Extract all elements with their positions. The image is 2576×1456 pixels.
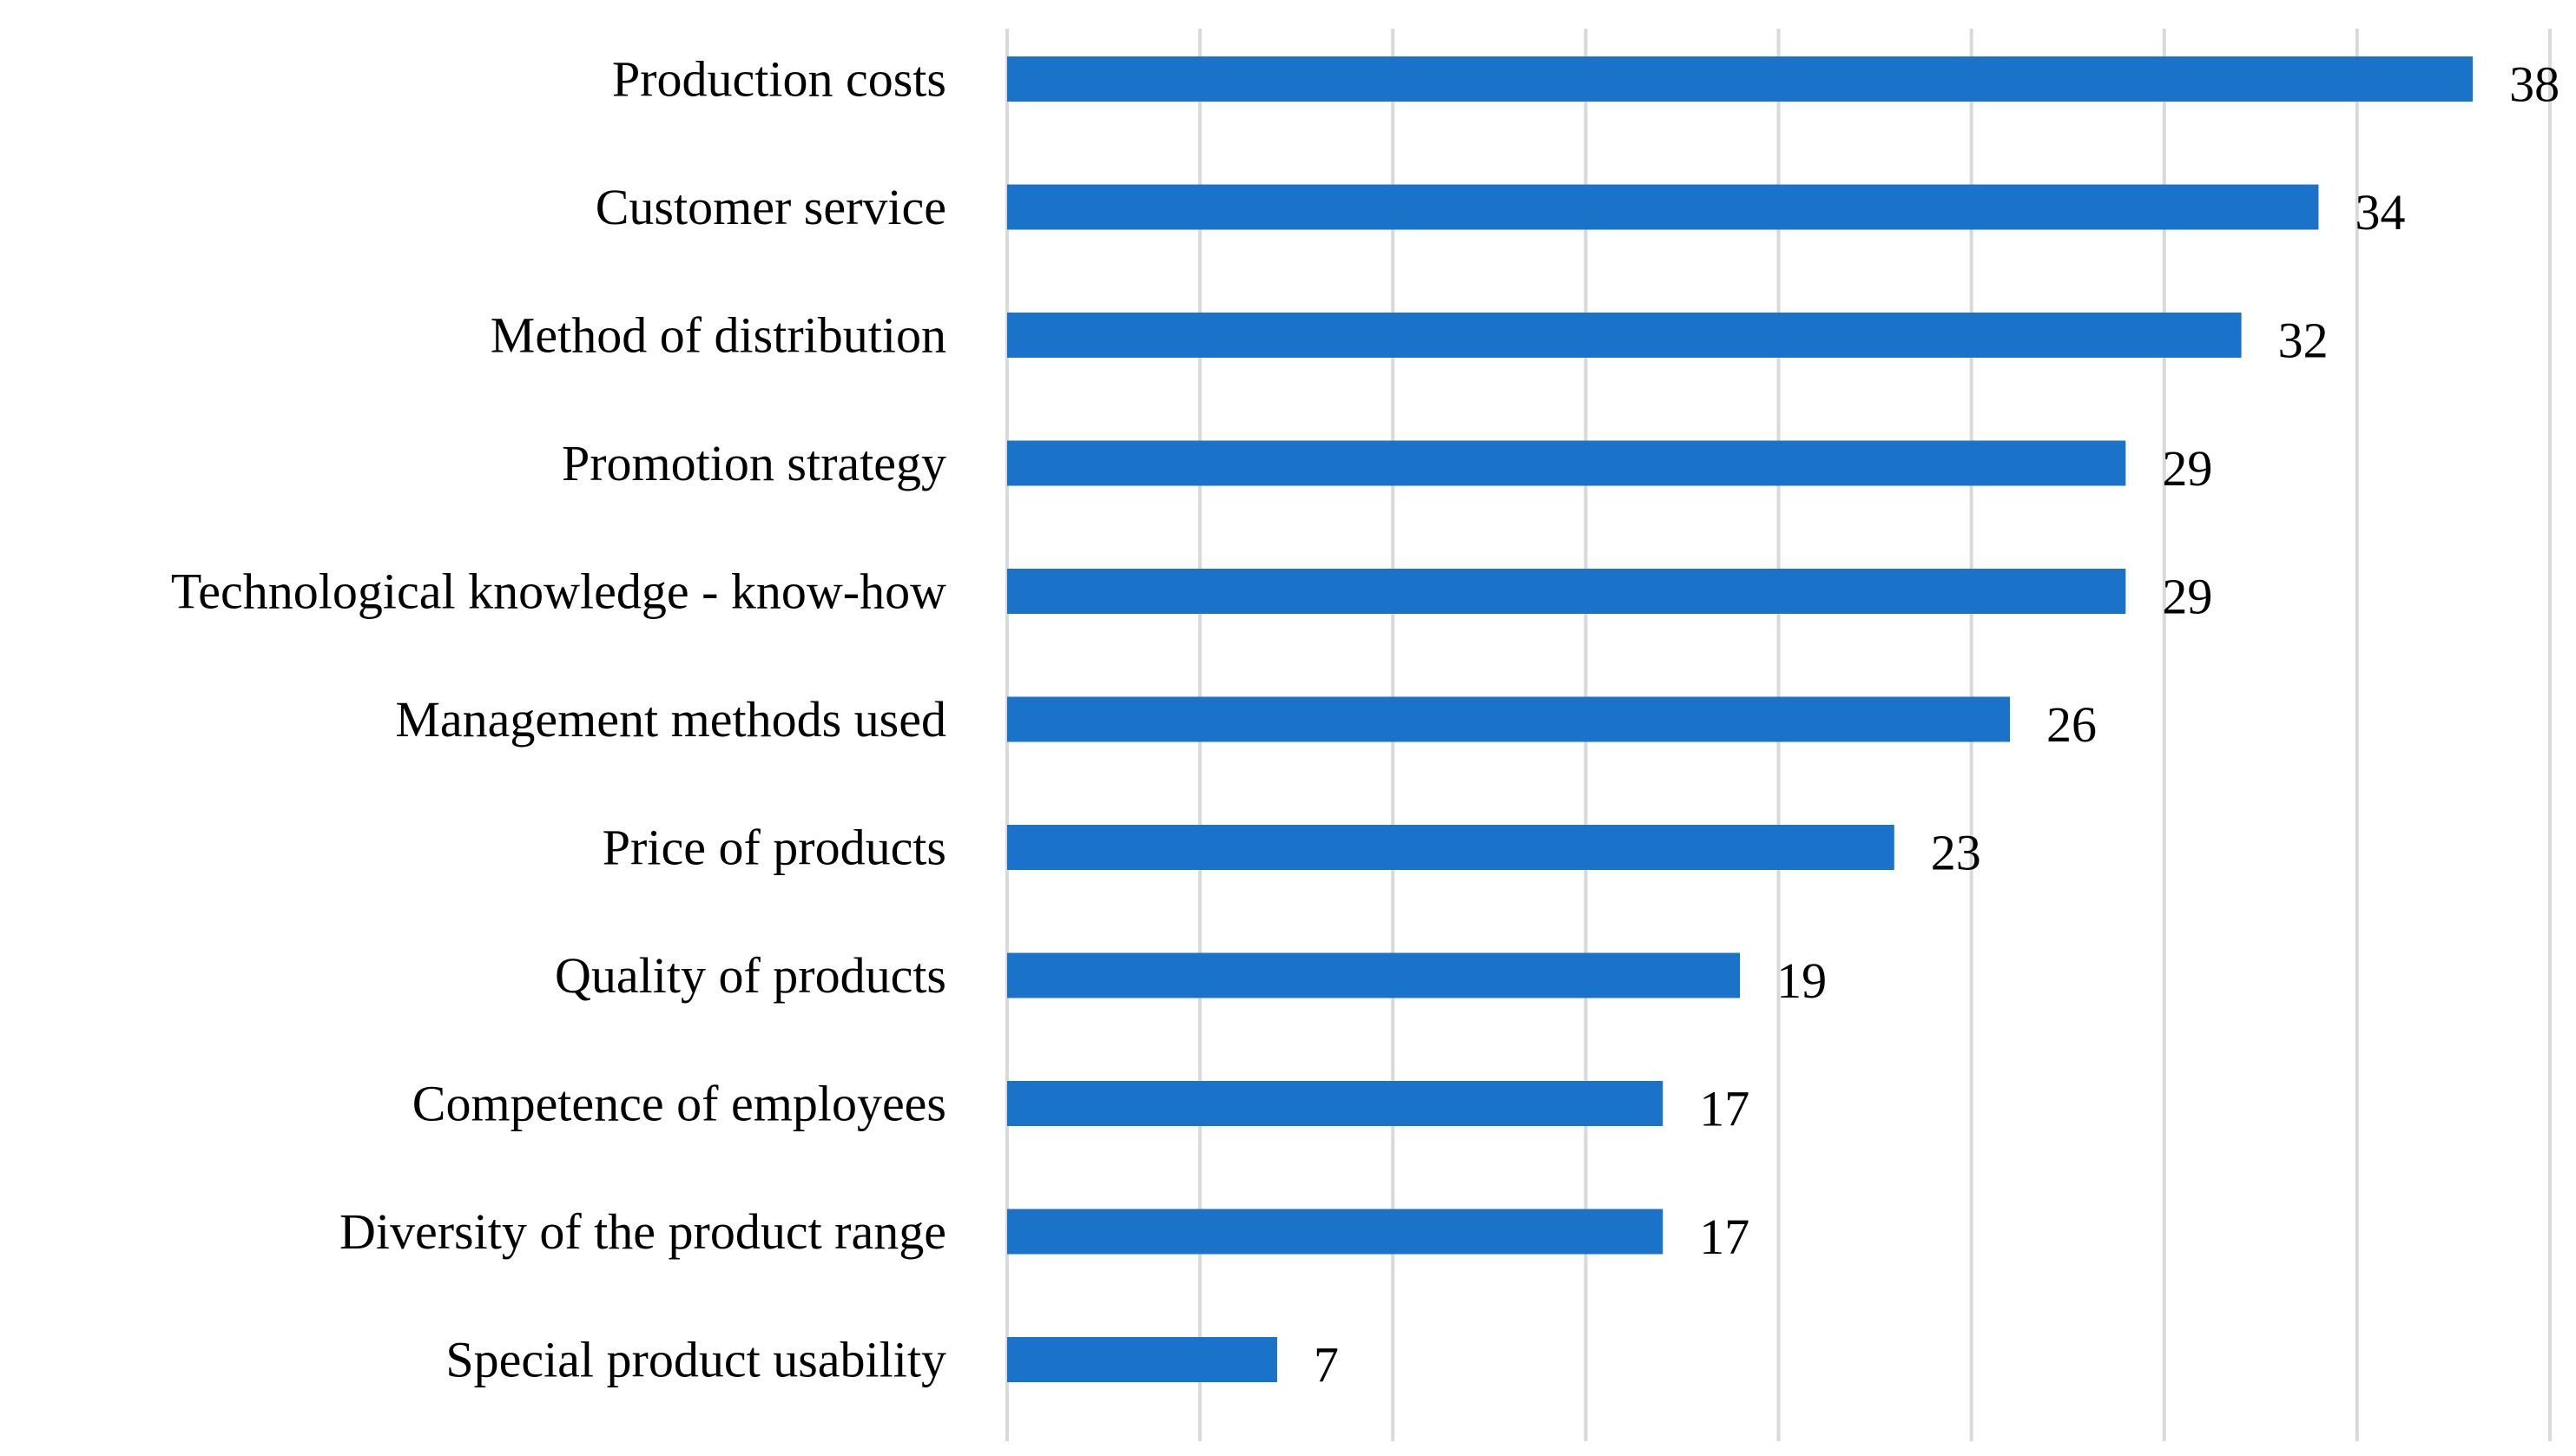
category-label-management-methods-used: Management methods used	[395, 691, 946, 748]
category-label-quality-of-products: Quality of products	[555, 947, 946, 1004]
bar-diversity-of-the-product-range	[1007, 1209, 1664, 1255]
bar-technological-knowledge-know-how	[1007, 569, 2126, 614]
bar-promotion-strategy	[1007, 440, 2126, 486]
category-label-competence-of-employees: Competence of employees	[412, 1076, 946, 1132]
value-label-competence-of-employees: 17	[1699, 1081, 1749, 1137]
bar-competence-of-employees	[1007, 1081, 1664, 1126]
bar-price-of-products	[1007, 825, 1894, 870]
value-label-promotion-strategy: 29	[2162, 440, 2212, 497]
category-labels: Production costs Customer service Method o…	[171, 51, 946, 1388]
bars	[1007, 56, 2474, 1382]
value-label-method-of-distribution: 32	[2278, 313, 2329, 369]
value-label-diversity-of-the-product-range: 17	[1699, 1209, 1749, 1265]
value-label-special-product-usability: 7	[1314, 1337, 1339, 1393]
category-label-special-product-usability: Special product usability	[445, 1332, 946, 1388]
value-label-technological-knowledge-know-how: 29	[2162, 569, 2212, 625]
value-labels: 38 34 32 29 29 26 23 19 17 17 7	[1314, 56, 2560, 1393]
value-label-customer-service: 34	[2355, 184, 2405, 240]
value-label-quality-of-products: 19	[1776, 952, 1827, 1009]
category-label-price-of-products: Price of products	[603, 820, 946, 876]
bar-customer-service	[1007, 184, 2319, 230]
category-label-customer-service: Customer service	[596, 179, 946, 235]
category-label-diversity-of-the-product-range: Diversity of the product range	[339, 1203, 946, 1260]
value-label-price-of-products: 23	[1931, 825, 1981, 881]
bar-method-of-distribution	[1007, 313, 2242, 358]
value-label-production-costs: 38	[2509, 56, 2560, 113]
category-label-production-costs: Production costs	[612, 51, 946, 108]
bar-quality-of-products	[1007, 952, 1741, 998]
bar-management-methods-used	[1007, 696, 2011, 742]
category-label-method-of-distribution: Method of distribution	[491, 307, 946, 364]
category-label-technological-knowledge-know-how: Technological knowledge - know-how	[171, 563, 946, 620]
value-label-management-methods-used: 26	[2046, 696, 2097, 753]
bar-special-product-usability	[1007, 1337, 1277, 1382]
category-label-promotion-strategy: Promotion strategy	[562, 435, 946, 491]
bar-production-costs	[1007, 56, 2474, 102]
